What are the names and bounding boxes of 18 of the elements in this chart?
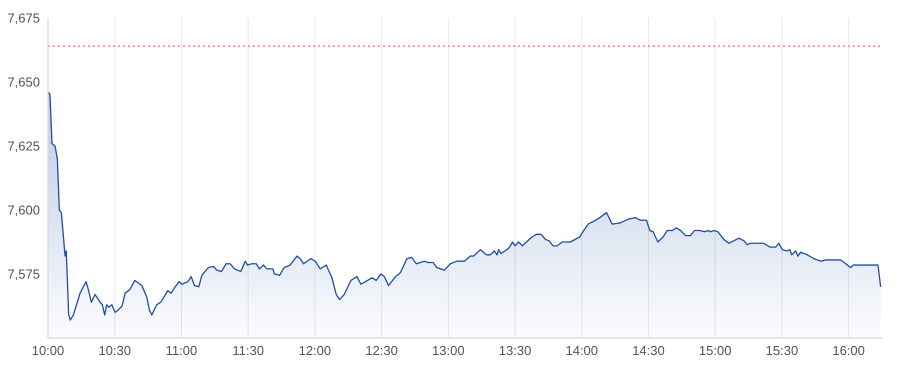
x-tick-label: 14:00 [565,343,598,358]
x-tick-label: 14:30 [632,343,665,358]
x-tick-label: 10:00 [32,343,64,358]
y-tick-label: 7,575 [7,266,40,282]
x-tick-label: 16:00 [832,343,865,358]
y-tick-label: 7,625 [7,138,40,154]
x-tick-label: 13:30 [498,343,532,358]
y-tick-label: 7,650 [7,74,40,90]
x-tick-label: 12:30 [365,343,398,358]
x-tick-label: 15:00 [698,343,732,358]
y-tick-label: 7,675 [7,10,40,26]
x-tick-label: 10:30 [98,343,131,358]
x-tick-label: 13:00 [432,343,465,358]
x-tick-label: 11:30 [232,343,264,358]
x-tick-label: 15:30 [766,343,798,358]
x-tick-label: 11:00 [166,343,198,358]
x-tick-label: 12:00 [298,343,332,358]
y-tick-label: 7,600 [7,202,40,218]
